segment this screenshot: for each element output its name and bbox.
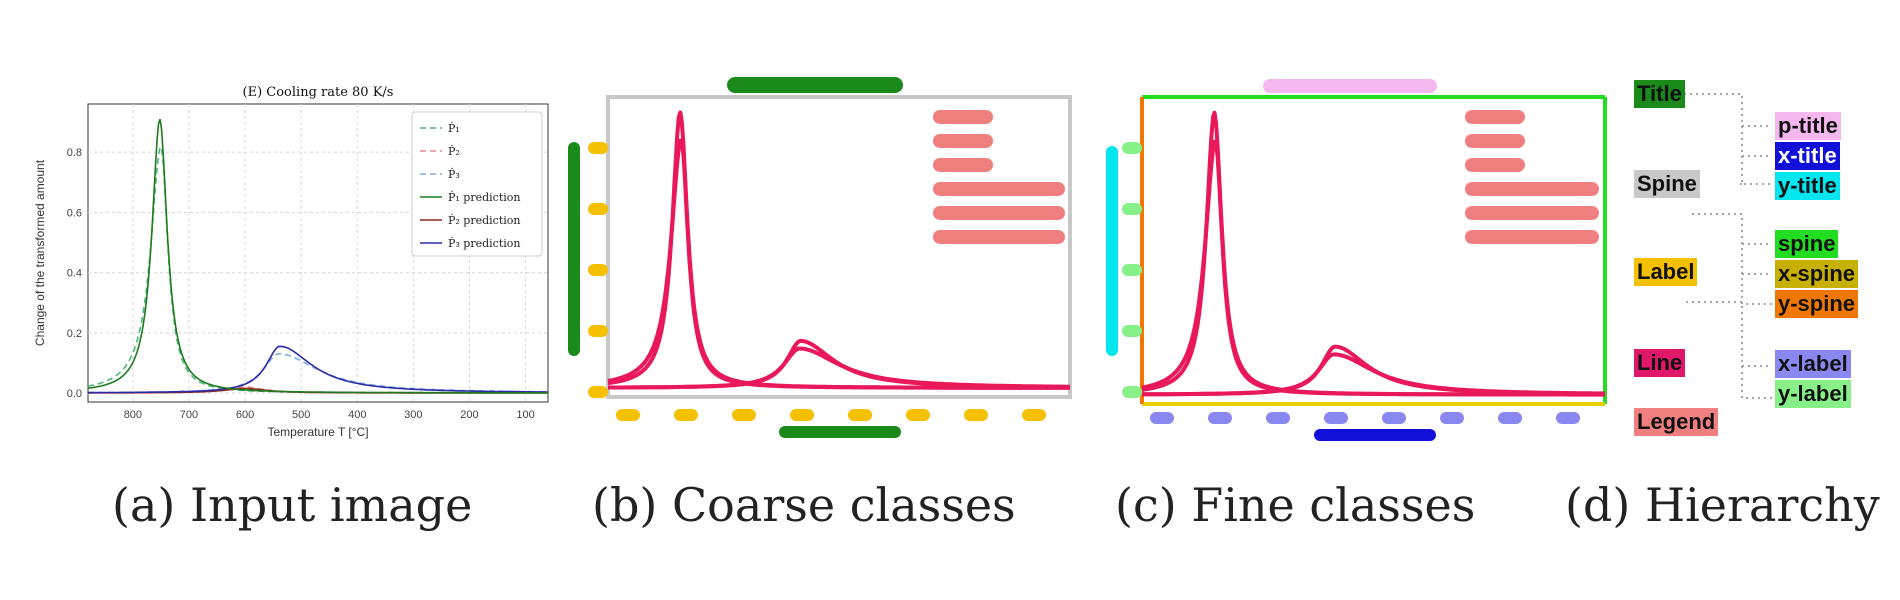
legend-entry: Ṗ₁ <box>448 121 460 135</box>
x-tick-label: 300 <box>404 409 422 421</box>
connector-spine <box>1692 213 1772 305</box>
x-tick-label: 200 <box>460 409 478 421</box>
hier-y-label: y-label <box>1775 380 1851 408</box>
x-tick-label: 800 <box>124 409 142 421</box>
hier-spine-fine: spine <box>1775 230 1839 258</box>
series-group <box>87 119 548 394</box>
hier-x-title: x-title <box>1775 142 1840 170</box>
caption-input-image: (a) Input image <box>112 478 473 532</box>
x-tick-label: 100 <box>516 409 534 421</box>
legend-entry: Ṗ₂ <box>448 144 460 158</box>
legend-box <box>411 111 543 257</box>
y-tick-label: 0.4 <box>67 268 82 280</box>
y-tick-label: 0.6 <box>67 207 82 219</box>
hier-line: Line <box>1634 349 1686 377</box>
hier-spine: Spine <box>1634 170 1700 198</box>
hier-title: Title <box>1634 80 1685 108</box>
legend-entry: Ṗ₁ prediction <box>448 190 520 204</box>
hierarchy-connectors <box>1678 93 1772 399</box>
legend-entry: Ṗ₃ prediction <box>448 236 520 250</box>
y-tick-label: 0.0 <box>67 388 82 400</box>
x-axis-title: Temperature T [°C] <box>267 425 368 439</box>
caption-coarse-classes: (b) Coarse classes <box>592 478 1016 532</box>
hier-y-spine: y-spine <box>1775 290 1859 318</box>
caption-fine-classes: (c) Fine classes <box>1115 478 1476 532</box>
mask-line-3 <box>1141 352 1606 397</box>
coarse-classes-mask <box>568 77 1072 438</box>
hierarchy-panel: Title Spine Label Line Legend p-title x-… <box>1630 0 1900 460</box>
fine-classes-panel <box>1100 0 1630 460</box>
y-axis-title: Change of the transformed amount <box>33 159 47 346</box>
series-p1-prediction <box>87 119 548 394</box>
hier-p-title: p-title <box>1775 112 1841 140</box>
hier-legend: Legend <box>1634 408 1719 436</box>
fine-classes-mask <box>1106 79 1607 441</box>
x-tick-label: 400 <box>348 409 366 421</box>
hier-x-spine: x-spine <box>1775 260 1859 288</box>
mask-line-1 <box>607 138 1071 390</box>
legend-entry: Ṗ₂ prediction <box>448 213 520 227</box>
caption-hierarchy: (d) Hierarchy <box>1565 478 1880 532</box>
connector-title <box>1678 93 1772 185</box>
plot-title: (E) Cooling rate 80 K/s <box>243 85 394 100</box>
hier-label: Label <box>1634 258 1698 286</box>
y-tick-label: 0.2 <box>67 328 82 340</box>
input-chart: 800 700 600 500 400 300 200 100 0.0 0.2 0.4 0.6 0.8 (… <box>33 85 549 439</box>
x-tick-label: 600 <box>236 409 254 421</box>
mask-line-3 <box>607 346 1071 390</box>
input-chart-panel: 800 700 600 500 400 300 200 100 0.0 0.2 0.4 0.6 0.8 (… <box>0 0 560 460</box>
x-tick-label: 700 <box>180 409 198 421</box>
series-p3-prediction <box>88 345 548 394</box>
hier-y-title: y-title <box>1775 172 1840 200</box>
legend-entry: Ṗ₃ <box>448 167 460 181</box>
hier-x-label: x-label <box>1775 350 1851 378</box>
coarse-classes-panel <box>560 0 1100 460</box>
connector-label <box>1686 301 1772 399</box>
y-tick-label: 0.8 <box>67 147 82 159</box>
x-tick-label: 500 <box>292 409 310 421</box>
mask-line-1 <box>1141 139 1606 397</box>
mask-spine <box>606 95 1072 399</box>
